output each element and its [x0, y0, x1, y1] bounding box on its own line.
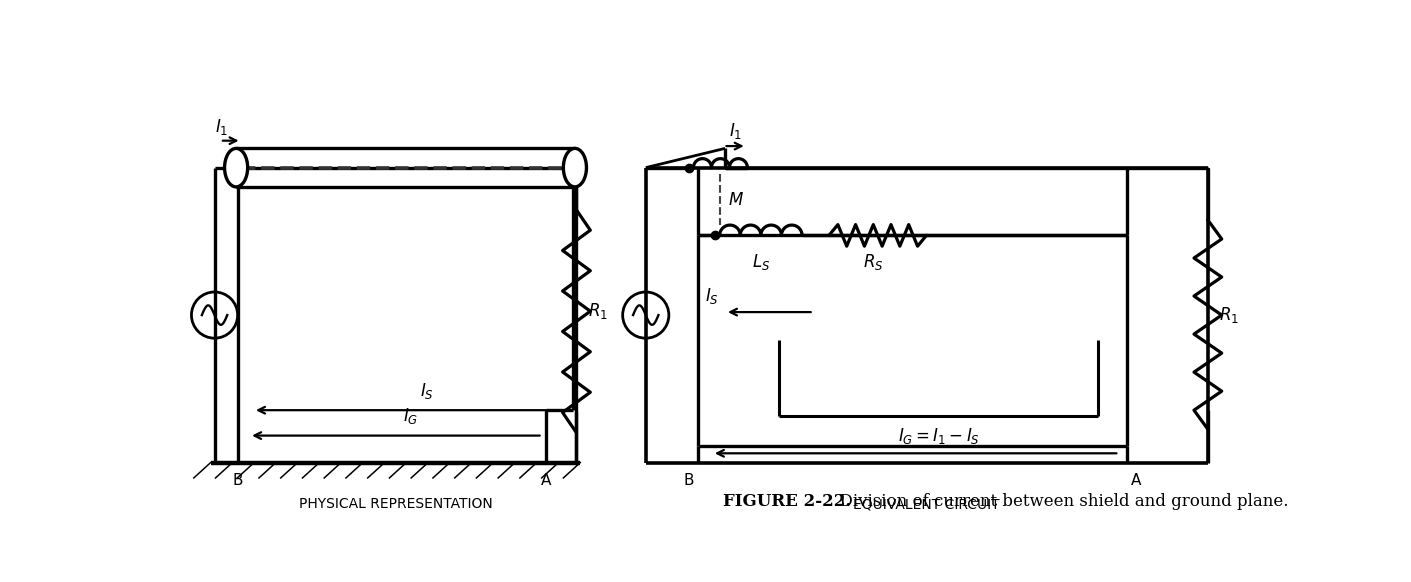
Text: $I_G$: $I_G$ — [404, 406, 419, 427]
Text: $I_1$: $I_1$ — [214, 117, 227, 137]
Text: B: B — [684, 473, 694, 488]
Ellipse shape — [224, 148, 248, 187]
Text: $R_S$: $R_S$ — [864, 253, 883, 272]
Text: $R_1$: $R_1$ — [1219, 305, 1239, 325]
Text: $R_1$: $R_1$ — [588, 301, 608, 321]
Ellipse shape — [563, 148, 587, 187]
Text: PHYSICAL REPRESENTATION: PHYSICAL REPRESENTATION — [299, 497, 492, 511]
Text: $L_S$: $L_S$ — [752, 253, 770, 272]
Text: EQUIVALENT CIRCUIT: EQUIVALENT CIRCUIT — [854, 497, 1000, 511]
Text: $I_S$: $I_S$ — [706, 286, 718, 306]
Text: A: A — [542, 473, 552, 488]
Text: Division of current between shield and ground plane.: Division of current between shield and g… — [830, 492, 1288, 509]
Text: $I_S$: $I_S$ — [419, 381, 433, 401]
Text: A: A — [1130, 473, 1141, 488]
Text: FIGURE 2-22.: FIGURE 2-22. — [722, 492, 851, 509]
Text: $I_G= I_1-I_S$: $I_G= I_1-I_S$ — [897, 427, 979, 446]
Text: $M$: $M$ — [728, 190, 744, 208]
Text: B: B — [233, 473, 243, 488]
Text: $I_1$: $I_1$ — [729, 120, 742, 141]
